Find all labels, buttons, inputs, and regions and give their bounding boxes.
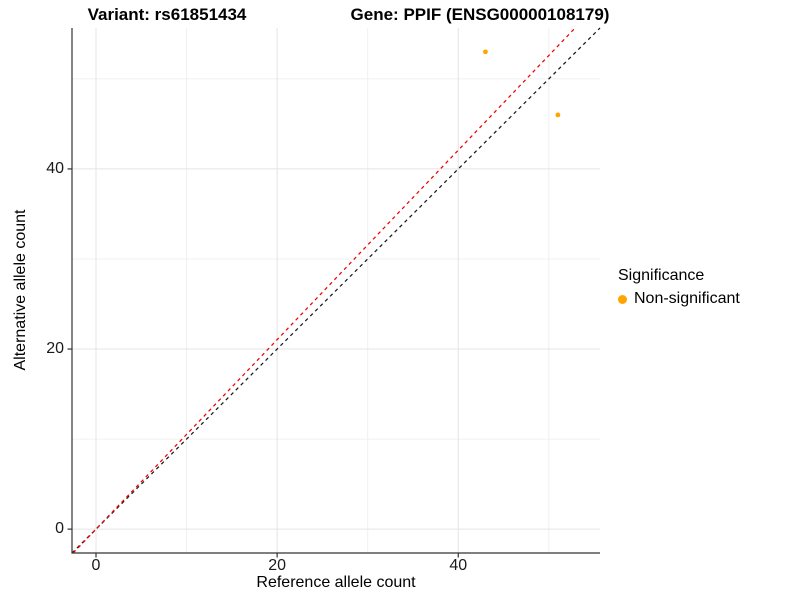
identity-line xyxy=(71,27,601,554)
legend-title: Significance xyxy=(618,267,705,284)
legend-item-non-significant: Non-significant xyxy=(618,289,740,309)
y-tick-label: 40 xyxy=(46,159,64,177)
data-point xyxy=(483,49,488,55)
legend-item-label: Non-significant xyxy=(634,290,740,307)
non-significant-dot-icon xyxy=(618,294,627,304)
x-tick-label: 0 xyxy=(91,557,101,574)
variant-title: Variant: rs61851434 xyxy=(87,5,247,24)
x-axis-title: Reference allele count xyxy=(256,574,416,591)
x-tick-label: 20 xyxy=(268,557,287,574)
legend: Significance Non-significant xyxy=(618,266,740,309)
gene-title: Gene: PPIF (ENSG00000108179) xyxy=(350,5,610,24)
y-tick-label: 20 xyxy=(46,340,64,358)
fitted-ratio-line xyxy=(72,27,576,554)
data-point xyxy=(555,112,561,118)
y-tick-label: 0 xyxy=(55,520,64,538)
x-tick-label: 40 xyxy=(449,557,468,574)
